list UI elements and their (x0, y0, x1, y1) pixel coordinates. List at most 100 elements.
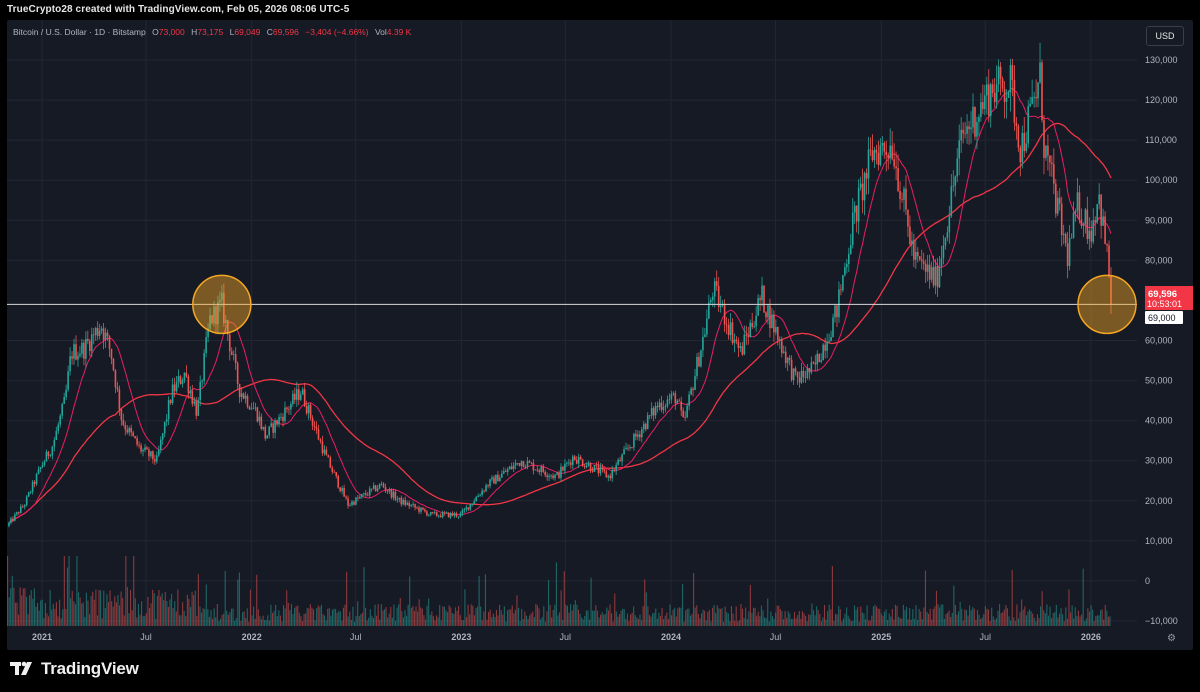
candle-body (1084, 209, 1087, 225)
candle-body (79, 353, 81, 356)
candle-body (404, 499, 407, 505)
volume-bar (96, 615, 98, 626)
candle-body (402, 499, 405, 505)
candle-body (1009, 65, 1012, 93)
candle-body (47, 451, 50, 456)
candle-body (664, 406, 667, 408)
volume-bar (353, 621, 356, 626)
candle-body (696, 356, 698, 377)
volume-bar (978, 614, 980, 626)
candle-body (1053, 164, 1055, 184)
volume-bar (909, 608, 911, 626)
price-chart[interactable]: 130,000 120,000 110,000 100,000 90,000 80,000… (7, 20, 1193, 650)
volume-bar (887, 620, 889, 626)
volume-bar (1043, 610, 1045, 626)
candle-body (299, 394, 302, 400)
candle-body (366, 494, 369, 496)
candle-body (457, 516, 460, 518)
volume-bar (60, 618, 62, 626)
candle-body (715, 281, 718, 286)
volume-bar (768, 621, 770, 626)
candle-body (1017, 125, 1020, 148)
candle-body (739, 346, 742, 349)
volume-bar (319, 607, 321, 626)
currency-button[interactable]: USD (1146, 26, 1184, 46)
volume-bar (653, 612, 655, 626)
candle-body (106, 332, 109, 337)
candle-body (999, 66, 1002, 79)
volume-bar (1010, 620, 1012, 626)
volume-bar (174, 601, 176, 626)
candle-body (469, 504, 472, 510)
candle-body (459, 513, 462, 517)
volume-bar (19, 587, 21, 626)
volume-bar (724, 606, 726, 626)
candle-body (39, 467, 42, 470)
candle-body (814, 362, 817, 365)
volume-bar (327, 608, 329, 626)
candle-body (972, 106, 974, 128)
volume-bar (691, 614, 693, 626)
volume-bar (180, 615, 182, 626)
volume-bar (735, 606, 737, 626)
y-tick-label: 60,000 (1145, 336, 1173, 346)
candle-body (907, 209, 909, 227)
candle-body (792, 368, 795, 380)
candle-body (315, 426, 318, 430)
volume-bar (271, 613, 274, 626)
volume-bar (672, 609, 674, 626)
volume-bar (262, 615, 264, 626)
last-price-tag (1145, 286, 1193, 310)
candle-body (45, 451, 48, 462)
volume-bar (390, 606, 392, 626)
volume-bar (495, 609, 498, 626)
highlight-circle[interactable] (1077, 274, 1137, 335)
candle-body (463, 509, 466, 511)
volume-bar (193, 595, 195, 626)
volume-bar (573, 604, 575, 626)
candle-body (406, 502, 408, 505)
volume-bar (876, 606, 878, 626)
volume-bar (410, 607, 412, 626)
settings-icon[interactable]: ⚙ (1167, 633, 1176, 644)
candle-body (181, 380, 184, 384)
candle-body (749, 322, 752, 337)
candle-body (292, 393, 294, 405)
volume-bar (1090, 605, 1092, 626)
volume-bar (462, 620, 464, 626)
volume-bar (1109, 616, 1111, 626)
candle-body (347, 498, 349, 506)
volume-bar (109, 590, 111, 626)
volume-bar (511, 605, 513, 626)
highlight-circle[interactable] (192, 274, 252, 335)
volume-bar (708, 610, 710, 626)
chart-frame[interactable]: 130,000 120,000 110,000 100,000 90,000 80,000… (7, 20, 1193, 650)
volume-bar (84, 617, 86, 626)
candle-body (126, 429, 129, 433)
volume-bar (652, 613, 654, 626)
candle-body (579, 456, 582, 460)
volume-bar (571, 610, 573, 626)
candle-body (309, 404, 312, 418)
volume-bars (7, 556, 1111, 626)
volume-bar (828, 604, 830, 626)
volume-bar (426, 605, 428, 626)
volume-bar (188, 598, 190, 626)
volume-bar (100, 590, 102, 626)
tradingview-logo[interactable]: TradingView (10, 659, 139, 679)
volume-bar (191, 591, 193, 626)
volume-bar (331, 609, 333, 626)
volume-bar (383, 609, 386, 626)
volume-bar (565, 604, 567, 626)
volume-bar (1087, 608, 1089, 626)
volume-bar (227, 614, 229, 626)
candle-body (623, 449, 625, 455)
candle-body (887, 155, 890, 159)
candle-body (244, 395, 247, 399)
volume-bar (939, 607, 941, 626)
candle-body (254, 407, 257, 409)
candle-body (90, 334, 93, 352)
candle-body (378, 484, 381, 489)
candle-body (260, 416, 263, 430)
candle-body (1043, 120, 1045, 158)
